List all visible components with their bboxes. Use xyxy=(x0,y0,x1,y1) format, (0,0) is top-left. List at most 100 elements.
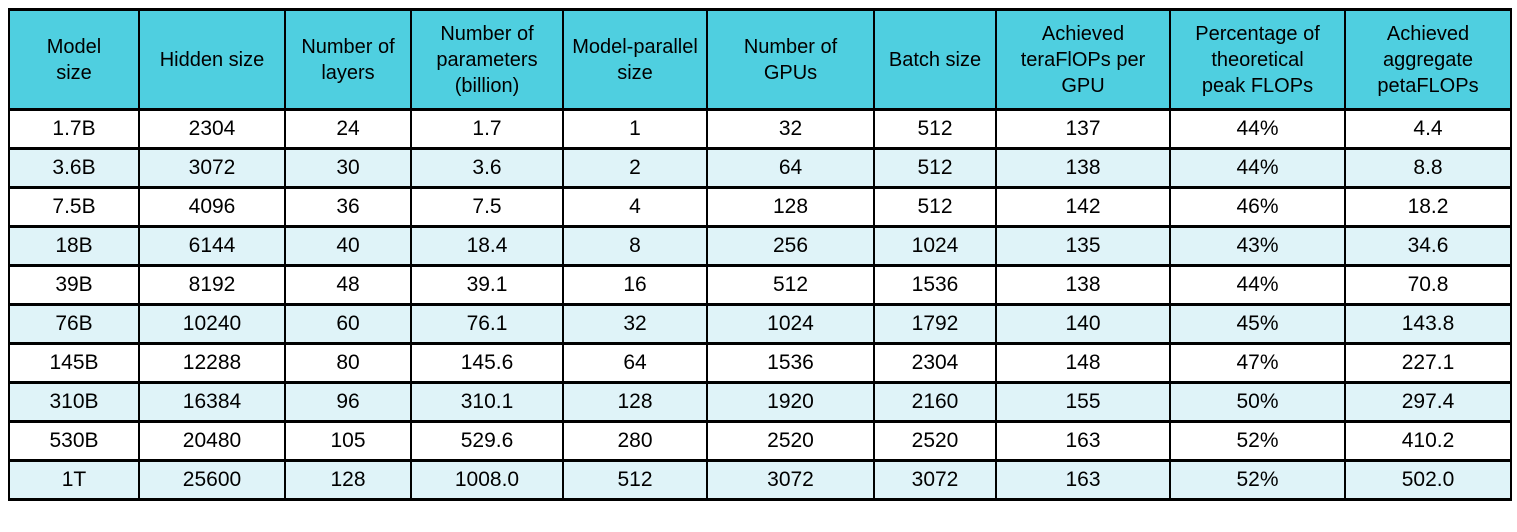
table-cell: 52% xyxy=(1169,459,1346,501)
table-cell: 60 xyxy=(284,303,412,345)
table-cell: 148 xyxy=(995,342,1171,384)
table-cell: 30 xyxy=(284,147,412,189)
table-cell: 512 xyxy=(873,186,997,228)
table-cell: 36 xyxy=(284,186,412,228)
table-cell: 39.1 xyxy=(410,264,564,306)
column-header: Achieved teraFlOPs per GPU xyxy=(995,8,1171,111)
table-cell: 1536 xyxy=(706,342,875,384)
table-cell: 140 xyxy=(995,303,1171,345)
table-row: 76B 10240 60 76.1 32 1024 1792 140 45% 143.8 xyxy=(8,303,1512,345)
column-header: Number of GPUs xyxy=(706,8,875,111)
table-cell: 70.8 xyxy=(1344,264,1512,306)
table-cell: 3072 xyxy=(138,147,286,189)
column-header: Batch size xyxy=(873,8,997,111)
table-cell: 47% xyxy=(1169,342,1346,384)
table-cell: 34.6 xyxy=(1344,225,1512,267)
table-cell: 529.6 xyxy=(410,420,564,462)
column-header: Model-parallel size xyxy=(562,8,708,111)
column-header: Number of layers xyxy=(284,8,412,111)
column-header: Achieved aggregate petaFLOPs xyxy=(1344,8,1512,111)
table-cell: 48 xyxy=(284,264,412,306)
table-cell: 3.6B xyxy=(8,147,140,189)
table-header: Model size Hidden size Number of layers Num… xyxy=(8,8,1512,111)
table-cell: 16384 xyxy=(138,381,286,423)
table-cell: 2520 xyxy=(706,420,875,462)
table-cell: 3.6 xyxy=(410,147,564,189)
table-cell: 512 xyxy=(873,108,997,150)
table-cell: 1920 xyxy=(706,381,875,423)
table-cell: 44% xyxy=(1169,147,1346,189)
table-cell: 2520 xyxy=(873,420,997,462)
table-cell: 10240 xyxy=(138,303,286,345)
table-cell: 105 xyxy=(284,420,412,462)
table-cell: 155 xyxy=(995,381,1171,423)
table-cell: 227.1 xyxy=(1344,342,1512,384)
table-cell: 4 xyxy=(562,186,708,228)
table-cell: 280 xyxy=(562,420,708,462)
table-cell: 310.1 xyxy=(410,381,564,423)
table-container: Model size Hidden size Number of layers Num… xyxy=(8,8,1512,501)
table-cell: 1024 xyxy=(873,225,997,267)
header-row: Model size Hidden size Number of layers Num… xyxy=(8,8,1512,111)
table-cell: 12288 xyxy=(138,342,286,384)
column-header: Model size xyxy=(8,8,140,111)
table-cell: 20480 xyxy=(138,420,286,462)
table-cell: 43% xyxy=(1169,225,1346,267)
table-body: 1.7B 2304 24 1.7 1 32 512 137 44% 4.4 3.6B 3072 30 3.… xyxy=(8,108,1512,501)
table-cell: 2160 xyxy=(873,381,997,423)
table-cell: 512 xyxy=(706,264,875,306)
table-cell: 44% xyxy=(1169,108,1346,150)
table-cell: 2 xyxy=(562,147,708,189)
table-cell: 24 xyxy=(284,108,412,150)
table-cell: 8 xyxy=(562,225,708,267)
table-row: 1T 25600 128 1008.0 512 3072 3072 163 52% 502.0 xyxy=(8,459,1512,501)
table-row: 39B 8192 48 39.1 16 512 1536 138 44% 70.8 xyxy=(8,264,1512,306)
table-cell: 18B xyxy=(8,225,140,267)
table-cell: 138 xyxy=(995,147,1171,189)
table-cell: 76B xyxy=(8,303,140,345)
table-cell: 297.4 xyxy=(1344,381,1512,423)
table-cell: 128 xyxy=(706,186,875,228)
table-cell: 32 xyxy=(562,303,708,345)
table-cell: 16 xyxy=(562,264,708,306)
table-cell: 128 xyxy=(284,459,412,501)
table-cell: 7.5 xyxy=(410,186,564,228)
table-cell: 1008.0 xyxy=(410,459,564,501)
table-cell: 4.4 xyxy=(1344,108,1512,150)
table-cell: 410.2 xyxy=(1344,420,1512,462)
table-cell: 25600 xyxy=(138,459,286,501)
table-cell: 163 xyxy=(995,459,1171,501)
table-cell: 143.8 xyxy=(1344,303,1512,345)
table-cell: 64 xyxy=(562,342,708,384)
table-row: 145B 12288 80 145.6 64 1536 2304 148 47% 227.1 xyxy=(8,342,1512,384)
table-cell: 163 xyxy=(995,420,1171,462)
table-cell: 18.4 xyxy=(410,225,564,267)
table-cell: 8.8 xyxy=(1344,147,1512,189)
table-row: 310B 16384 96 310.1 128 1920 2160 155 50% 297.4 xyxy=(8,381,1512,423)
table-cell: 145B xyxy=(8,342,140,384)
table-cell: 45% xyxy=(1169,303,1346,345)
table-cell: 96 xyxy=(284,381,412,423)
table-cell: 3072 xyxy=(873,459,997,501)
table-cell: 52% xyxy=(1169,420,1346,462)
table-cell: 44% xyxy=(1169,264,1346,306)
table-cell: 46% xyxy=(1169,186,1346,228)
table-cell: 2304 xyxy=(873,342,997,384)
table-cell: 39B xyxy=(8,264,140,306)
table-cell: 1.7 xyxy=(410,108,564,150)
table-cell: 40 xyxy=(284,225,412,267)
table-cell: 1.7B xyxy=(8,108,140,150)
table-cell: 4096 xyxy=(138,186,286,228)
column-header: Percentage of theoretical peak FLOPs xyxy=(1169,8,1346,111)
table-cell: 145.6 xyxy=(410,342,564,384)
table-row: 1.7B 2304 24 1.7 1 32 512 137 44% 4.4 xyxy=(8,108,1512,150)
table-cell: 138 xyxy=(995,264,1171,306)
table-cell: 530B xyxy=(8,420,140,462)
table-cell: 256 xyxy=(706,225,875,267)
column-header: Hidden size xyxy=(138,8,286,111)
table-cell: 6144 xyxy=(138,225,286,267)
table-cell: 1024 xyxy=(706,303,875,345)
table-cell: 1 xyxy=(562,108,708,150)
table-cell: 142 xyxy=(995,186,1171,228)
table-cell: 310B xyxy=(8,381,140,423)
